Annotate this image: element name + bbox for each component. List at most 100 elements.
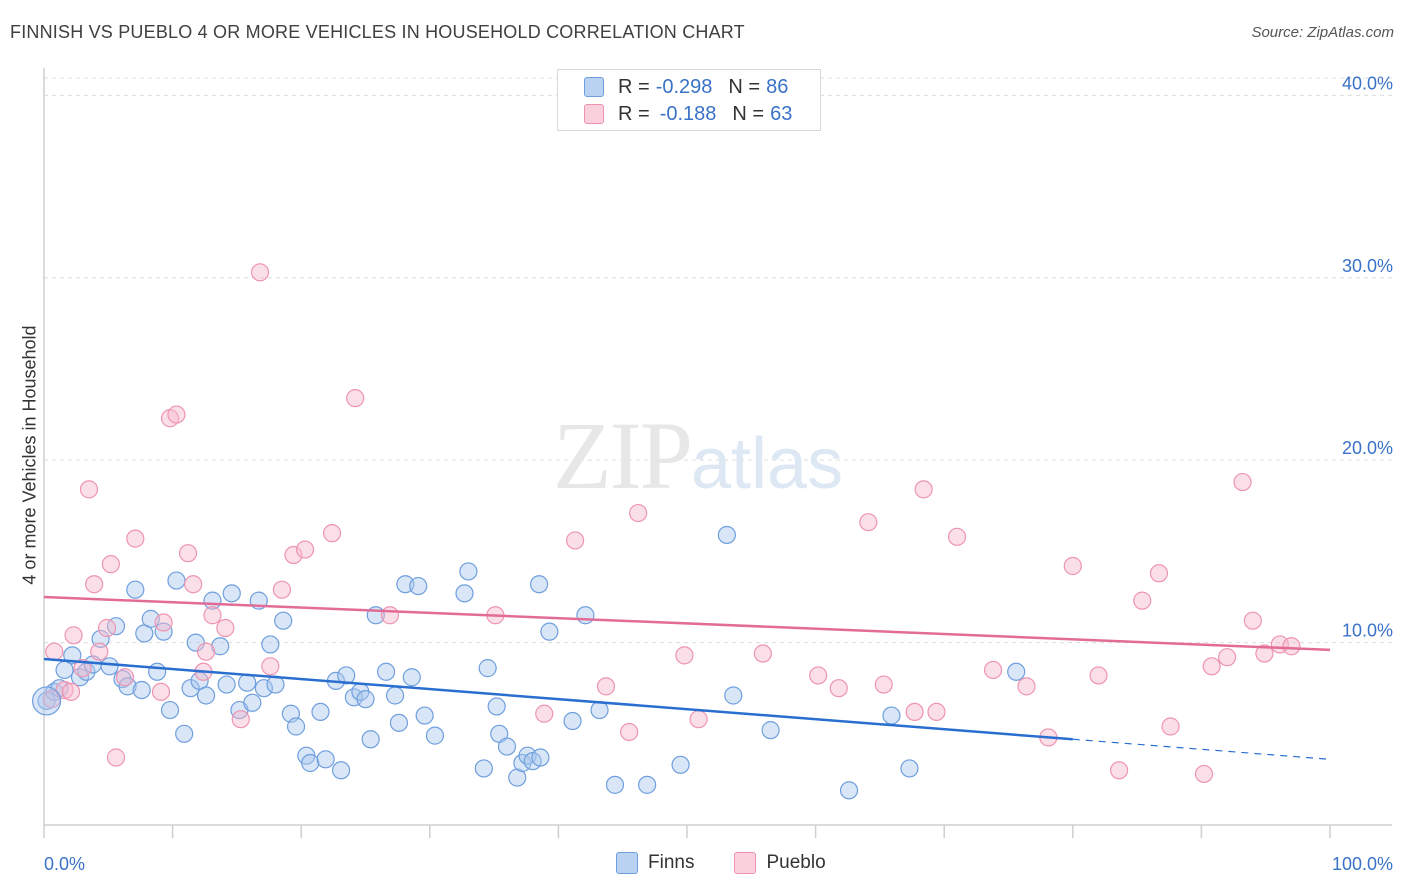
watermark: ZIPatlas xyxy=(553,400,843,511)
legend-n-value: 86 xyxy=(766,75,789,98)
legend-row-finns: R = -0.298 N = 86 xyxy=(584,74,788,100)
finns-point xyxy=(531,748,550,767)
finns-trend-extension xyxy=(1072,738,1331,760)
finns-point xyxy=(356,690,375,709)
pueblo-point xyxy=(1255,644,1274,663)
finns-point xyxy=(530,575,549,594)
finns-point xyxy=(409,576,428,596)
finns-point xyxy=(254,679,274,698)
y-tick-label: 20.0% xyxy=(1342,438,1393,458)
pueblo-point xyxy=(196,642,216,661)
legend-label-finns: Finns xyxy=(648,852,695,873)
finns-point xyxy=(331,761,351,780)
pueblo-point xyxy=(90,642,109,661)
pueblo-point xyxy=(1089,666,1108,685)
pueblo-point xyxy=(566,531,585,550)
pueblo-point xyxy=(261,657,280,676)
watermark-zip: ZIP xyxy=(553,402,693,509)
pueblo-point xyxy=(1243,611,1262,630)
pueblo-point xyxy=(859,513,878,532)
finns-point xyxy=(361,730,380,749)
pueblo-point xyxy=(1109,761,1129,780)
legend-item-pueblo: Pueblo xyxy=(734,852,826,874)
pueblo-point xyxy=(874,675,893,694)
pueblo-point xyxy=(106,748,126,767)
finns-point-cluster xyxy=(31,686,62,716)
y-axis-label: 4 or more Vehicles in Household xyxy=(19,325,40,585)
finns-point xyxy=(389,713,409,732)
legend-item-finns: Finns xyxy=(616,852,694,874)
pueblo-point xyxy=(322,524,342,543)
pueblo-point xyxy=(927,702,946,722)
finns-point xyxy=(638,775,657,794)
y-tick-label: 10.0% xyxy=(1342,621,1393,641)
finns-point xyxy=(274,611,293,630)
pueblo-point xyxy=(1202,657,1221,676)
pueblo-point xyxy=(115,668,135,687)
pueblo-point xyxy=(79,480,99,499)
legend-swatch-pueblo xyxy=(584,104,604,124)
finns-point xyxy=(576,606,595,625)
finns-point xyxy=(590,700,609,720)
tick-labels: 10.0% 20.0% 30.0% 40.0% 0.0% 100.0% xyxy=(44,73,1393,874)
finns-point xyxy=(261,635,280,654)
pueblo-point xyxy=(64,626,83,645)
finns-point xyxy=(63,646,82,665)
finns-point xyxy=(402,668,421,687)
finns-point xyxy=(839,781,859,800)
pueblo-point xyxy=(1133,591,1152,610)
pueblo-point xyxy=(85,575,104,594)
pueblo-point xyxy=(620,722,639,742)
pueblo-point xyxy=(629,503,648,523)
legend-r-label: R = xyxy=(618,75,650,98)
finns-point xyxy=(474,759,493,778)
pueblo-point xyxy=(1149,564,1169,583)
finns-point xyxy=(717,525,736,545)
chart-title: FINNISH VS PUEBLO 4 OR MORE VEHICLES IN … xyxy=(10,22,745,42)
pueblo-point xyxy=(61,682,81,701)
pueblo-point xyxy=(184,575,203,594)
finns-point xyxy=(900,759,919,778)
pueblo-point xyxy=(753,644,772,663)
finns-point xyxy=(455,584,474,603)
finns-trend-line xyxy=(43,657,1073,741)
legend-r-value: -0.188 xyxy=(659,102,717,125)
pueblo-point xyxy=(272,580,292,599)
finns-point xyxy=(882,706,901,725)
pueblo-point xyxy=(97,618,117,638)
finns-point xyxy=(238,673,257,692)
pueblo-point xyxy=(1218,648,1237,667)
grid xyxy=(44,77,1392,644)
finns-point xyxy=(217,675,236,694)
finns-point xyxy=(311,702,330,722)
finns-point xyxy=(100,657,119,676)
pueblo-point xyxy=(829,679,848,698)
finns-point xyxy=(316,750,335,769)
legend-n-label: N = xyxy=(728,75,761,98)
finns-point xyxy=(425,726,445,745)
pueblo-point xyxy=(231,710,250,729)
finns-point xyxy=(540,622,559,641)
finns-point xyxy=(605,775,625,794)
finns-point xyxy=(286,717,306,736)
pueblo-point xyxy=(689,710,708,729)
finns-point xyxy=(243,693,262,712)
legend-n-value: 63 xyxy=(770,102,793,125)
finns-point xyxy=(487,697,506,716)
series-legend: Finns Pueblo xyxy=(616,852,866,874)
x-tick-label-min: 0.0% xyxy=(44,854,85,874)
points xyxy=(31,263,1301,800)
pueblo-trend-line xyxy=(43,595,1331,652)
pueblo-point xyxy=(1017,677,1036,696)
pueblo-point xyxy=(203,606,222,625)
finns-point xyxy=(167,571,186,590)
pueblo-point xyxy=(101,555,120,574)
finns-point xyxy=(1007,662,1026,681)
pueblo-point xyxy=(295,540,315,559)
finns-point xyxy=(186,633,205,652)
finns-point xyxy=(132,680,151,700)
finns-point xyxy=(126,580,145,599)
legend-swatch-pueblo xyxy=(734,852,757,874)
pueblo-point xyxy=(596,677,616,696)
